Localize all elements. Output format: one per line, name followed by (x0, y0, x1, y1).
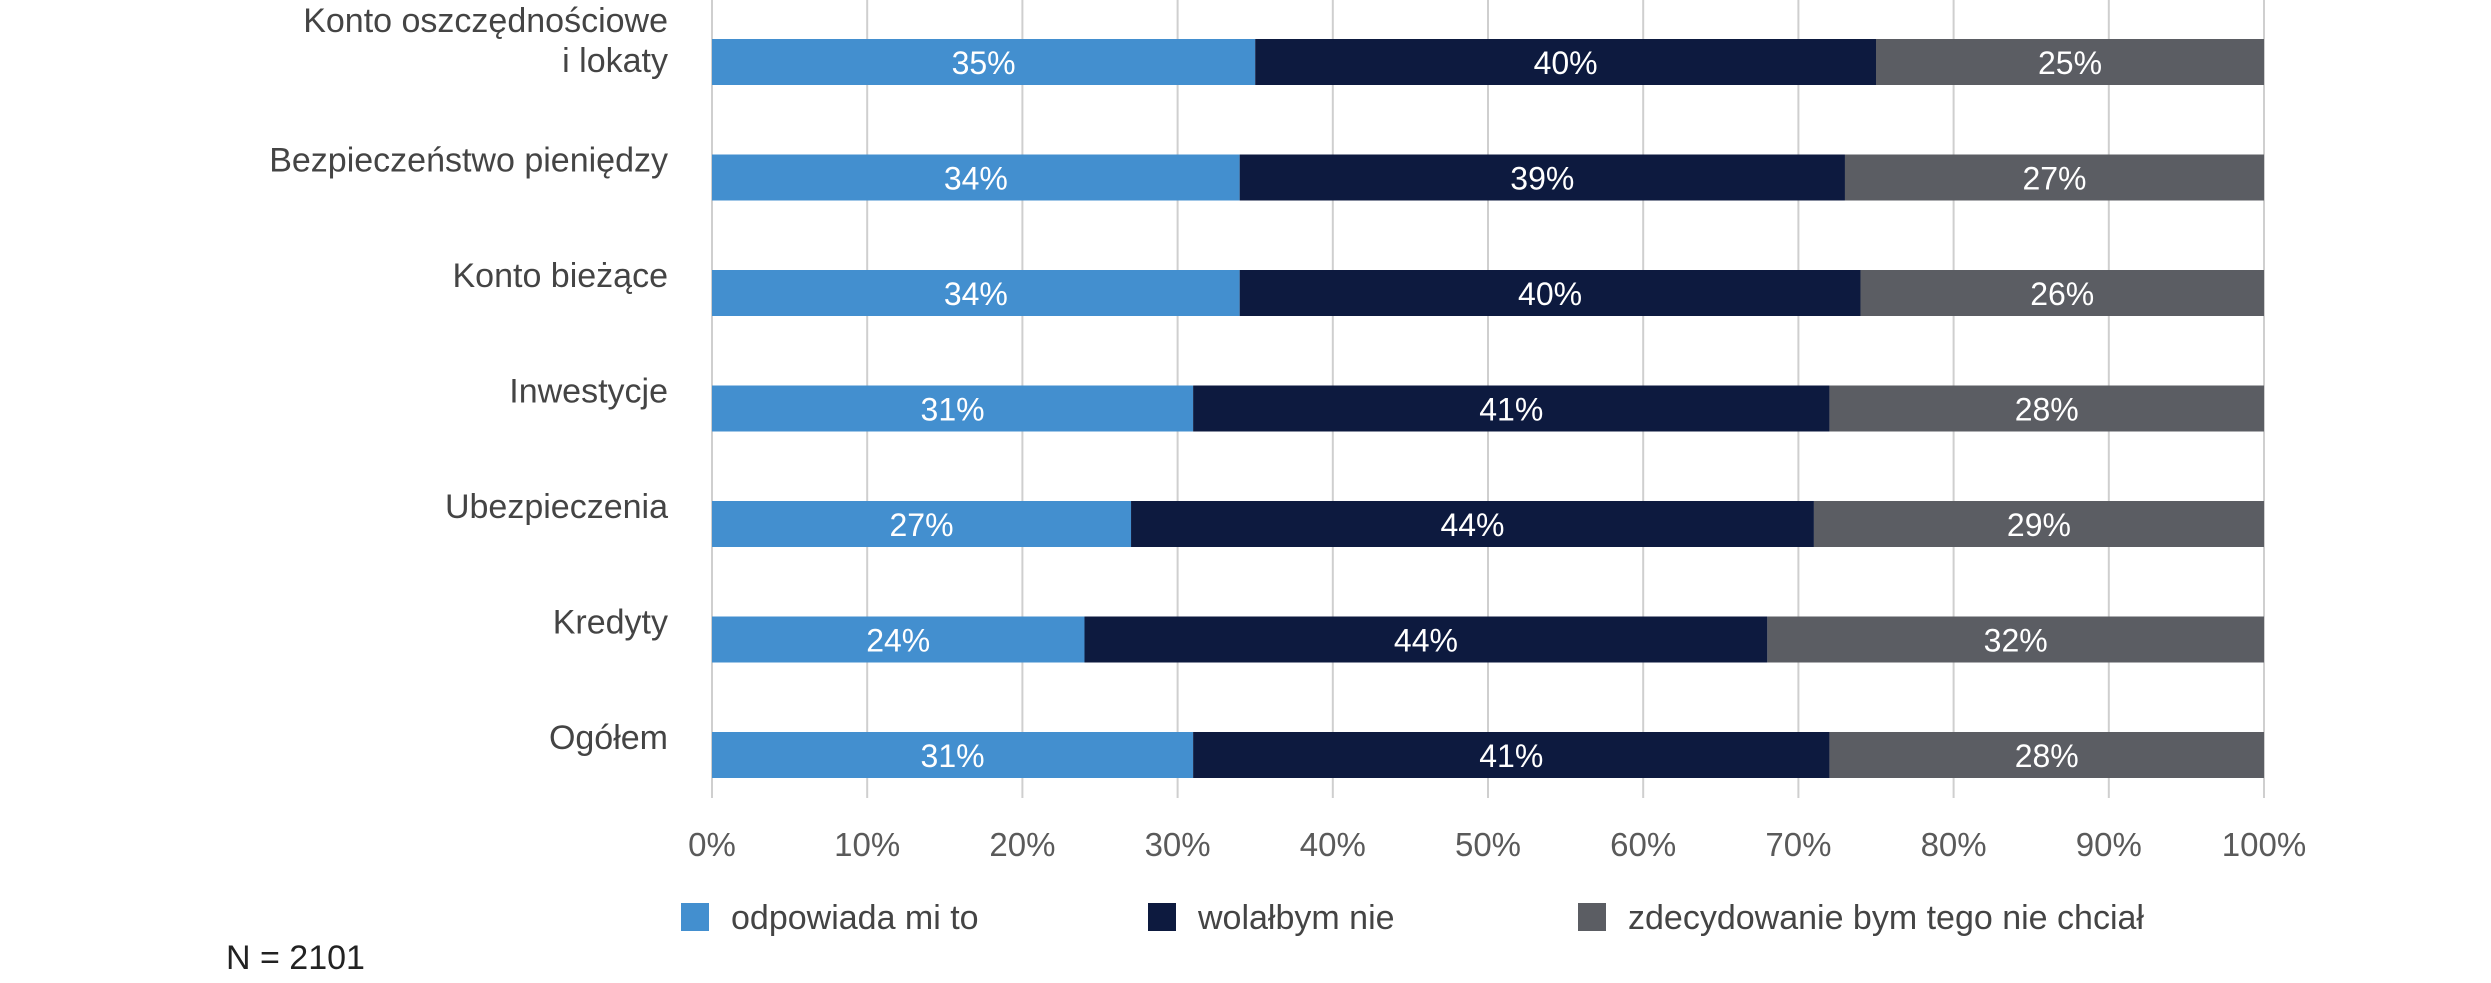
bar-value-label: 25% (2038, 45, 2102, 81)
x-tick-label: 80% (1921, 826, 1987, 863)
bar-value-label: 27% (2022, 161, 2086, 197)
bar-segment (1767, 616, 2264, 663)
legend-item: zdecydowanie bym tego nie chciał (1578, 899, 2144, 937)
bar-value-label: 31% (921, 392, 985, 428)
bar-segment (1829, 732, 2264, 778)
x-tick-label: 60% (1610, 826, 1676, 863)
bar-value-label: 35% (952, 45, 1016, 81)
x-tick-label: 0% (688, 826, 736, 863)
x-tick-label: 70% (1765, 826, 1831, 863)
bar-value-label: 41% (1479, 738, 1543, 774)
legend-swatch (1578, 903, 1606, 931)
x-tick-label: 90% (2076, 826, 2142, 863)
bar-value-label: 34% (944, 276, 1008, 312)
legend: odpowiada mi to wolałbym nie zdecydowanie … (681, 899, 2144, 937)
bar-value-label: 28% (2015, 392, 2079, 428)
bar-segment (712, 501, 1132, 547)
bar-segment (712, 616, 1085, 663)
bar-segment (712, 39, 1256, 85)
bar-value-label: 24% (866, 623, 930, 659)
x-tick-label: 30% (1145, 826, 1211, 863)
x-tick-label: 50% (1455, 826, 1521, 863)
bar-value-label: 28% (2015, 738, 2079, 774)
sample-size-note: N = 2101 (226, 939, 365, 977)
bar-value-label: 34% (944, 161, 1008, 197)
legend-label: odpowiada mi to (731, 899, 979, 937)
bar-segment (1193, 732, 1830, 778)
bar-segment (1239, 270, 1861, 316)
bar-segment (1813, 501, 2264, 547)
category-label: Ogółem (549, 719, 668, 757)
bar-segment (712, 385, 1194, 432)
category-label: Konto bieżące (453, 257, 669, 295)
category-label: Inwestycje (509, 373, 668, 411)
category-label: Bezpieczeństwo pieniędzy (269, 142, 668, 180)
category-label: Ubezpieczenia (445, 488, 668, 526)
bar-segment (1844, 154, 2264, 201)
x-tick-label: 20% (989, 826, 1055, 863)
bar-value-label: 41% (1479, 392, 1543, 428)
x-axis: 0% 10% 20% 30% 40% 50% 60% 70% 80% 90% 100% (688, 826, 2306, 863)
bar-segment (1829, 385, 2264, 432)
bar-segment (712, 732, 1194, 778)
bar-segment (1876, 39, 2264, 85)
bar-segment (712, 270, 1240, 316)
category-label: Kredyty (553, 604, 668, 642)
legend-label: zdecydowanie bym tego nie chciał (1628, 899, 2144, 937)
bar-value-label: 29% (2007, 507, 2071, 543)
bar-value-label: 44% (1440, 507, 1504, 543)
category-label: Konto oszczędnościowe i lokaty (303, 2, 668, 80)
bar-segment (1084, 616, 1768, 663)
legend-swatch (681, 903, 709, 931)
bar-segment (1239, 154, 1845, 201)
legend-item: odpowiada mi to (681, 899, 979, 937)
bar-value-label: 40% (1534, 45, 1598, 81)
bar-segment (1255, 39, 1876, 85)
legend-item: wolałbym nie (1148, 899, 1395, 937)
bar-value-label: 26% (2030, 276, 2094, 312)
bar-value-label: 40% (1518, 276, 1582, 312)
bar-value-label: 27% (889, 507, 953, 543)
bar-segment (1193, 385, 1830, 432)
bar-segment (712, 154, 1240, 201)
bars: 35% 40% 25% Konto oszczędnościowe i lokaty 34… (269, 2, 2264, 778)
bar-value-label: 31% (921, 738, 985, 774)
x-tick-label: 100% (2222, 826, 2306, 863)
bar-segment (1131, 501, 1814, 547)
bar-value-label: 32% (1984, 623, 2048, 659)
legend-label: wolałbym nie (1197, 899, 1395, 937)
x-tick-label: 40% (1300, 826, 1366, 863)
x-tick-label: 10% (834, 826, 900, 863)
bar-value-label: 44% (1394, 623, 1458, 659)
bar-value-label: 39% (1510, 161, 1574, 197)
bar-segment (1860, 270, 2264, 316)
legend-swatch (1148, 903, 1176, 931)
